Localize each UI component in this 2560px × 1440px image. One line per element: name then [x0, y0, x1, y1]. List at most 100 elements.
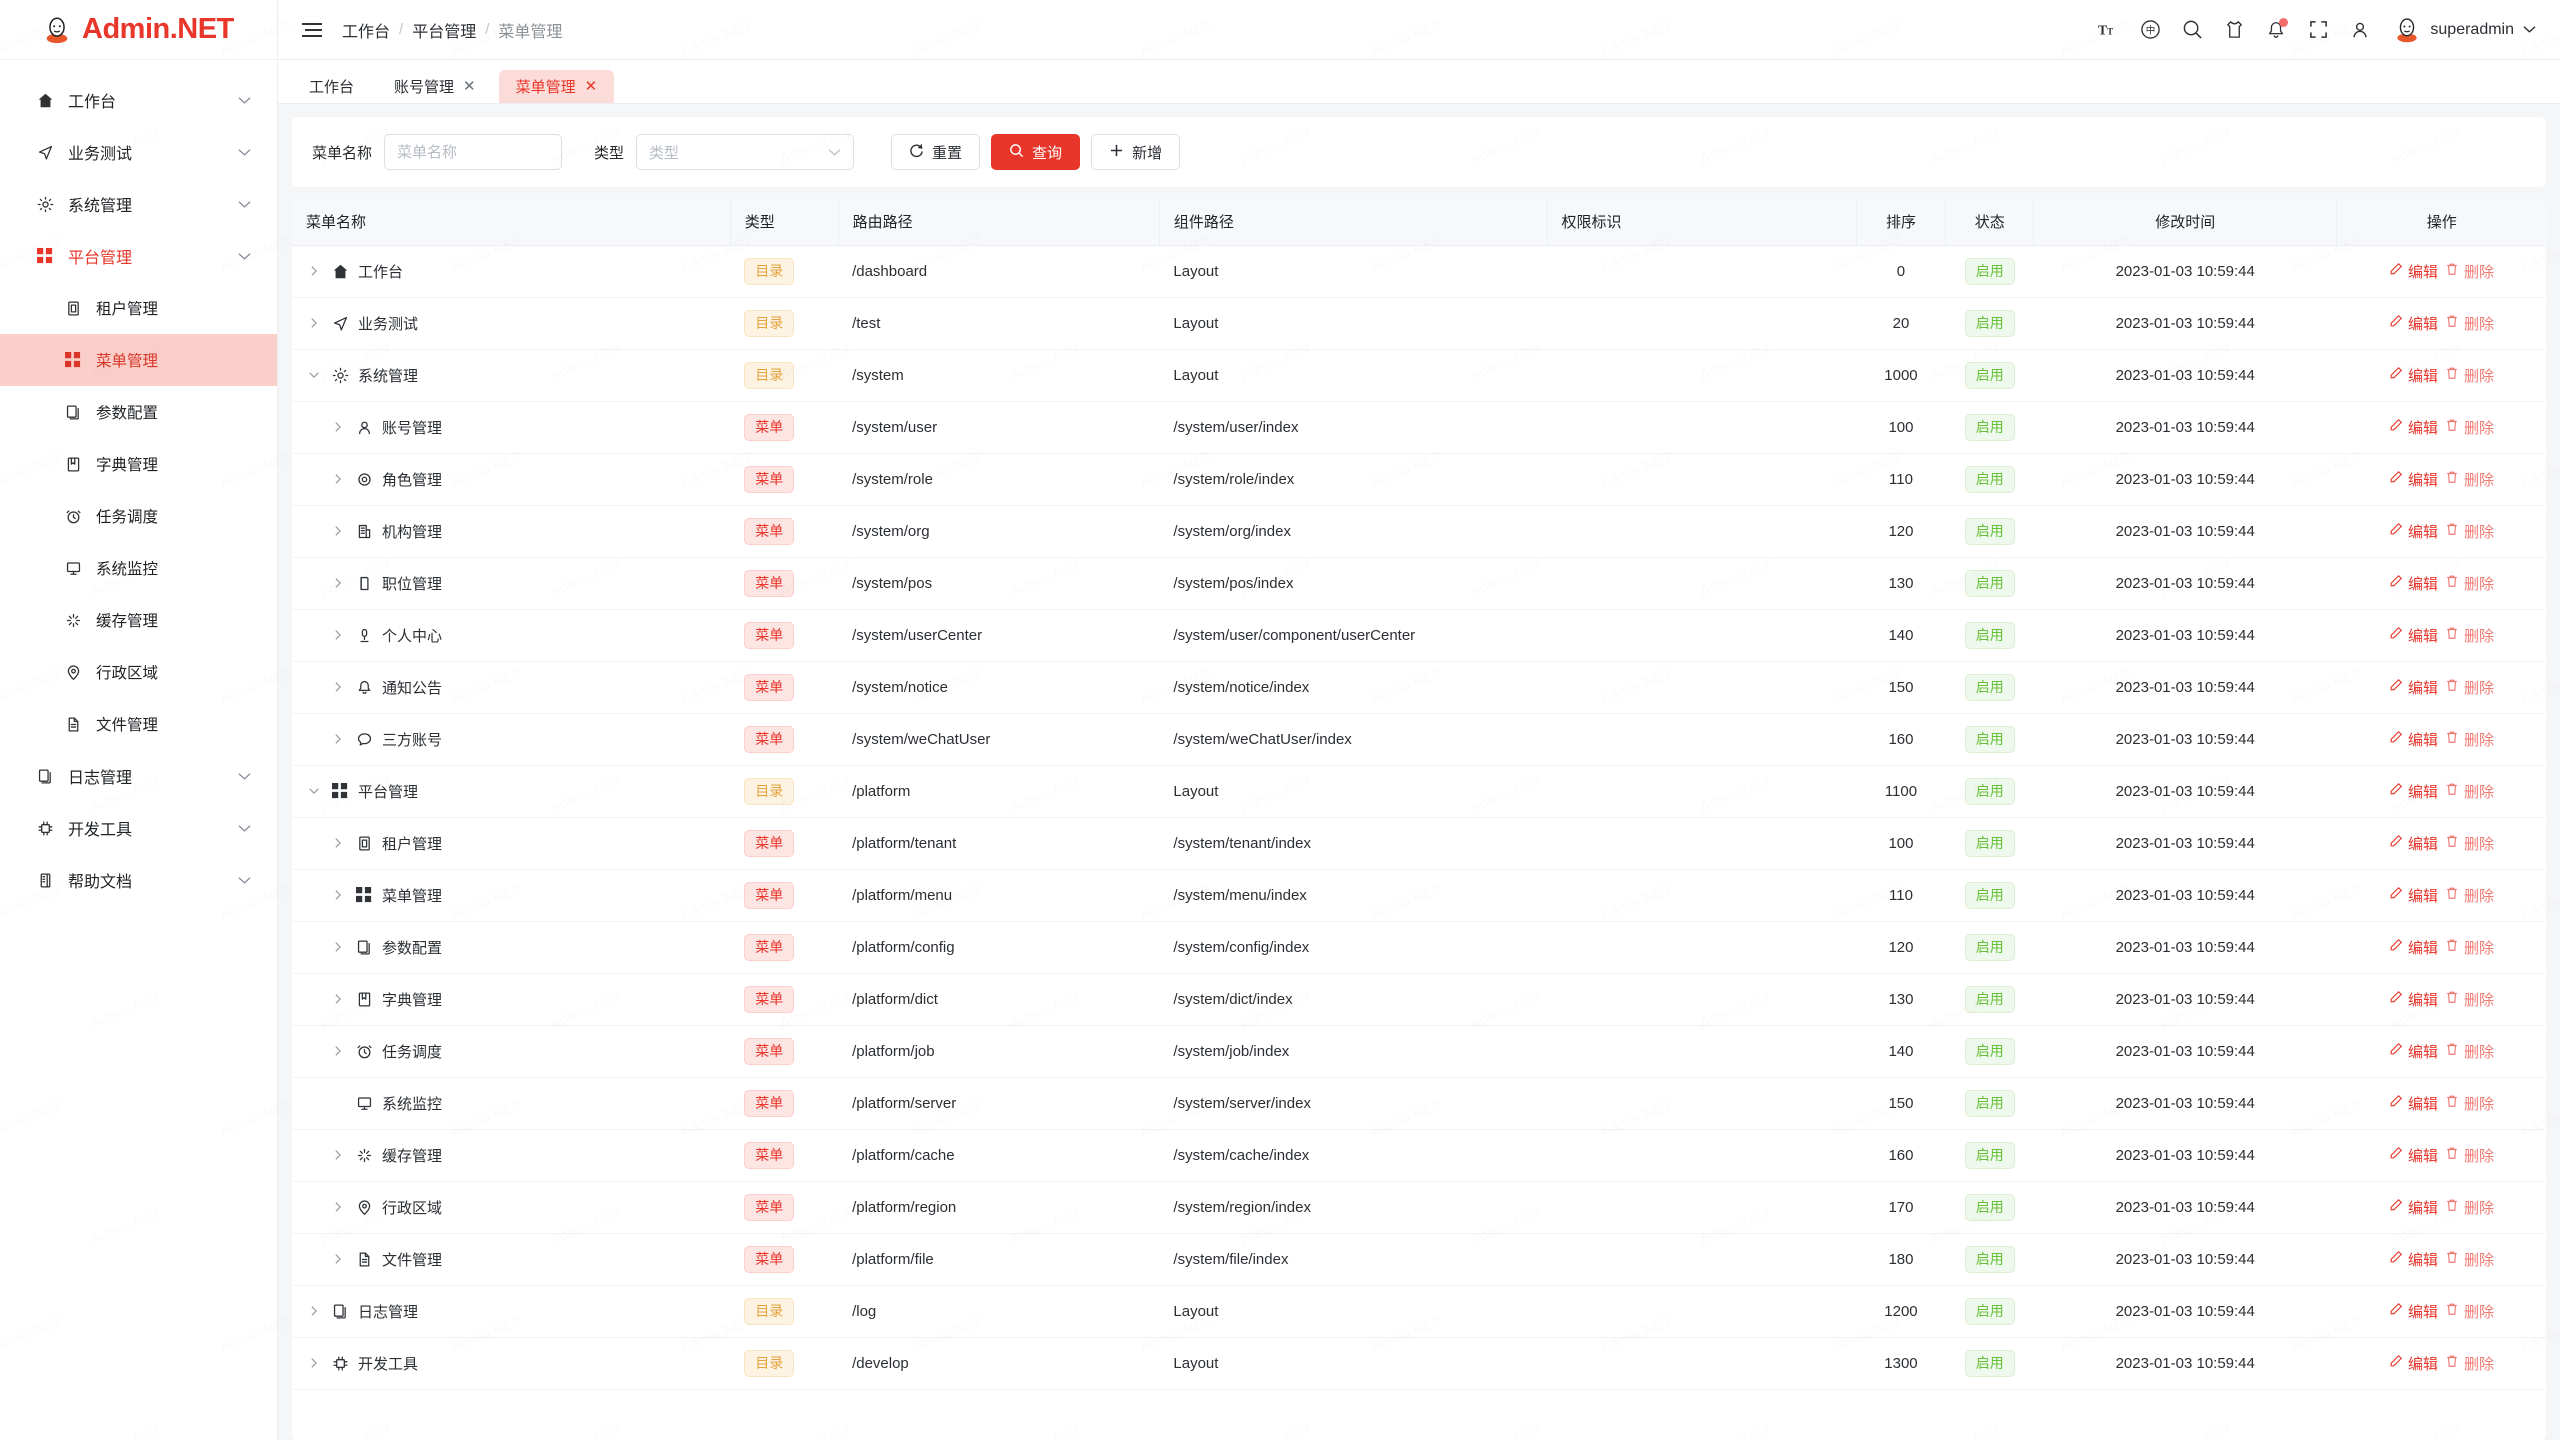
close-icon[interactable]: ✕	[584, 78, 598, 95]
table-row[interactable]: 任务调度 菜单/platform/job/system/job/index 140 启…	[292, 1025, 2546, 1078]
table-row[interactable]: 个人中心 菜单/system/userCenter/system/user/com…	[292, 609, 2546, 662]
chevron-right-icon[interactable]	[330, 1045, 346, 1057]
edit-button[interactable]: 编辑	[2389, 833, 2438, 854]
edit-button[interactable]: 编辑	[2389, 1301, 2438, 1322]
close-icon[interactable]: ✕	[463, 78, 476, 95]
delete-button[interactable]: 删除	[2445, 521, 2494, 542]
sidebar-item-9[interactable]: 系统监控	[0, 542, 277, 594]
edit-button[interactable]: 编辑	[2389, 625, 2438, 646]
edit-button[interactable]: 编辑	[2389, 885, 2438, 906]
chevron-right-icon[interactable]	[330, 525, 346, 537]
chevron-right-icon[interactable]	[330, 993, 346, 1005]
delete-button[interactable]: 删除	[2445, 1093, 2494, 1114]
chevron-right-icon[interactable]	[330, 1253, 346, 1265]
chevron-right-icon[interactable]	[306, 1305, 322, 1317]
hamburger-icon[interactable]	[300, 18, 324, 42]
edit-button[interactable]: 编辑	[2389, 729, 2438, 750]
sidebar-item-0[interactable]: 工作台	[0, 74, 277, 126]
bell-icon[interactable]	[2255, 9, 2297, 51]
tab-0[interactable]: 工作台	[292, 70, 371, 103]
chevron-right-icon[interactable]	[330, 681, 346, 693]
menu-name-input[interactable]	[384, 134, 563, 170]
table-row[interactable]: 租户管理 菜单/platform/tenant/system/tenant/ind…	[292, 817, 2546, 870]
edit-button[interactable]: 编辑	[2389, 261, 2438, 282]
table-row[interactable]: 文件管理 菜单/platform/file/system/file/index 18…	[292, 1233, 2546, 1286]
chevron-right-icon[interactable]	[306, 265, 322, 277]
chevron-down-icon[interactable]	[306, 785, 322, 797]
edit-button[interactable]: 编辑	[2389, 677, 2438, 698]
sidebar-item-2[interactable]: 系统管理	[0, 178, 277, 230]
sidebar-item-1[interactable]: 业务测试	[0, 126, 277, 178]
chevron-down-icon[interactable]	[306, 369, 322, 381]
edit-button[interactable]: 编辑	[2389, 1093, 2438, 1114]
table-row[interactable]: 字典管理 菜单/platform/dict/system/dict/index 13…	[292, 973, 2546, 1026]
edit-button[interactable]: 编辑	[2389, 1041, 2438, 1062]
table-row[interactable]: 菜单管理 菜单/platform/menu/system/menu/index 11…	[292, 869, 2546, 922]
delete-button[interactable]: 删除	[2445, 885, 2494, 906]
delete-button[interactable]: 删除	[2445, 313, 2494, 334]
sidebar-item-15[interactable]: 帮助文档	[0, 854, 277, 906]
delete-button[interactable]: 删除	[2445, 573, 2494, 594]
chevron-right-icon[interactable]	[330, 1149, 346, 1161]
delete-button[interactable]: 删除	[2445, 937, 2494, 958]
sidebar-item-12[interactable]: 文件管理	[0, 698, 277, 750]
delete-button[interactable]: 删除	[2445, 1197, 2494, 1218]
table-row[interactable]: 平台管理 目录/platform Layout 1100 启用 2023-01-03 10…	[292, 765, 2546, 818]
chevron-right-icon[interactable]	[330, 889, 346, 901]
edit-button[interactable]: 编辑	[2389, 937, 2438, 958]
type-select[interactable]: 类型	[636, 134, 855, 170]
delete-button[interactable]: 删除	[2445, 781, 2494, 802]
edit-button[interactable]: 编辑	[2389, 1197, 2438, 1218]
chevron-right-icon[interactable]	[306, 1357, 322, 1369]
table-row[interactable]: 缓存管理 菜单/platform/cache/system/cache/index…	[292, 1129, 2546, 1182]
table-row[interactable]: 开发工具 目录/develop Layout 1300 启用 2023-01-03 10:…	[292, 1337, 2546, 1390]
delete-button[interactable]: 删除	[2445, 625, 2494, 646]
breadcrumb-item-1[interactable]: 平台管理	[412, 23, 477, 41]
search-icon[interactable]	[2171, 9, 2213, 51]
language-globe-icon[interactable]: 中	[2129, 9, 2171, 51]
delete-button[interactable]: 删除	[2445, 833, 2494, 854]
edit-button[interactable]: 编辑	[2389, 573, 2438, 594]
sidebar-item-11[interactable]: 行政区域	[0, 646, 277, 698]
edit-button[interactable]: 编辑	[2389, 521, 2438, 542]
edit-button[interactable]: 编辑	[2389, 365, 2438, 386]
brand-logo[interactable]: Admin.NET	[0, 0, 277, 60]
chevron-right-icon[interactable]	[306, 317, 322, 329]
breadcrumb-item-2[interactable]: 菜单管理	[498, 23, 563, 41]
breadcrumb-item-0[interactable]: 工作台	[342, 23, 391, 41]
sidebar-item-14[interactable]: 开发工具	[0, 802, 277, 854]
user-menu[interactable]: superadmin	[2393, 16, 2536, 44]
chevron-right-icon[interactable]	[330, 941, 346, 953]
chevron-right-icon[interactable]	[330, 1201, 346, 1213]
delete-button[interactable]: 删除	[2445, 1041, 2494, 1062]
edit-button[interactable]: 编辑	[2389, 1353, 2438, 1374]
delete-button[interactable]: 删除	[2445, 729, 2494, 750]
sidebar-item-4[interactable]: 租户管理	[0, 282, 277, 334]
edit-button[interactable]: 编辑	[2389, 417, 2438, 438]
table-row[interactable]: 行政区域 菜单/platform/region/system/region/ind…	[292, 1181, 2546, 1234]
delete-button[interactable]: 删除	[2445, 1249, 2494, 1270]
tab-2[interactable]: 菜单管理 ✕	[498, 70, 615, 103]
sidebar-item-5[interactable]: 菜单管理	[0, 334, 277, 386]
table-row[interactable]: 业务测试 目录/test Layout 20 启用 2023-01-03 10:59:44…	[292, 297, 2546, 350]
tab-1[interactable]: 账号管理 ✕	[377, 70, 493, 103]
edit-button[interactable]: 编辑	[2389, 313, 2438, 334]
delete-button[interactable]: 删除	[2445, 469, 2494, 490]
delete-button[interactable]: 删除	[2445, 989, 2494, 1010]
delete-button[interactable]: 删除	[2445, 677, 2494, 698]
table-row[interactable]: 机构管理 菜单/system/org/system/org/index 120 启用 2…	[292, 505, 2546, 558]
edit-button[interactable]: 编辑	[2389, 1249, 2438, 1270]
reset-button[interactable]: 重置	[891, 134, 981, 170]
table-row[interactable]: 系统监控 菜单/platform/server/system/server/ind…	[292, 1077, 2546, 1130]
table-row[interactable]: 账号管理 菜单/system/user/system/user/index 100 启…	[292, 401, 2546, 454]
add-button[interactable]: 新增	[1091, 134, 1181, 170]
delete-button[interactable]: 删除	[2445, 1301, 2494, 1322]
delete-button[interactable]: 删除	[2445, 261, 2494, 282]
sidebar-item-10[interactable]: 缓存管理	[0, 594, 277, 646]
table-row[interactable]: 职位管理 菜单/system/pos/system/pos/index 130 启用 2…	[292, 557, 2546, 610]
sidebar-item-6[interactable]: 参数配置	[0, 386, 277, 438]
edit-button[interactable]: 编辑	[2389, 1145, 2438, 1166]
table-row[interactable]: 通知公告 菜单/system/notice/system/notice/index…	[292, 661, 2546, 714]
chevron-right-icon[interactable]	[330, 421, 346, 433]
